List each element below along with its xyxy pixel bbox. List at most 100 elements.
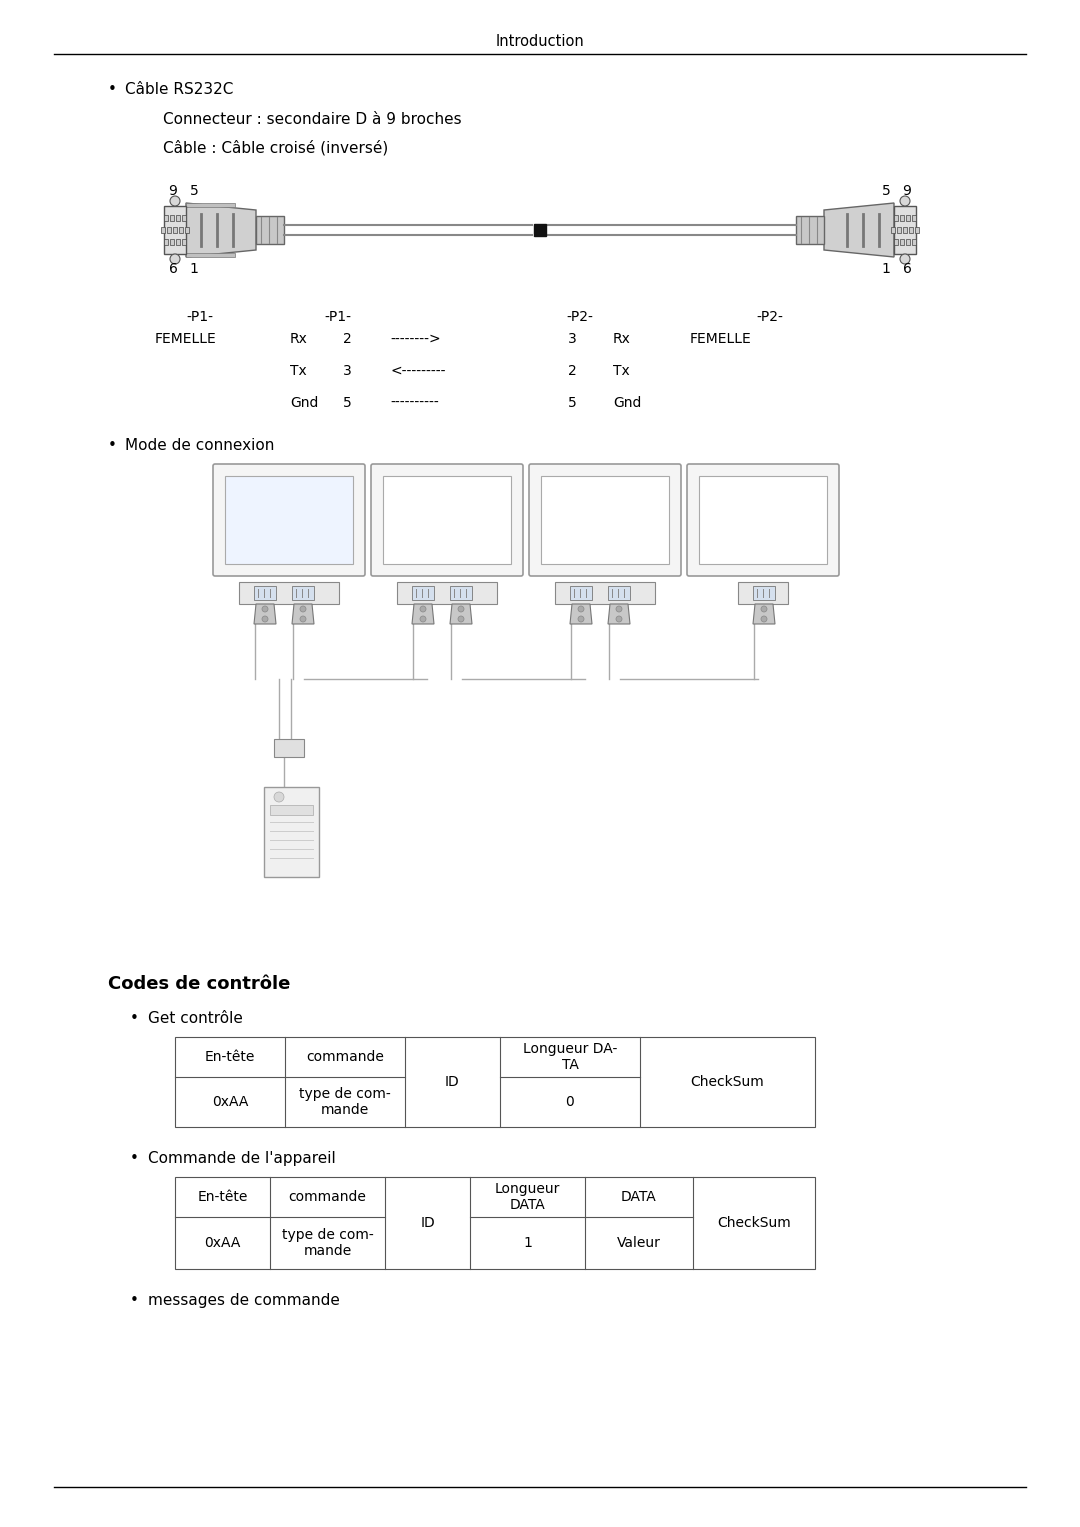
Text: CheckSum: CheckSum xyxy=(717,1215,791,1231)
Text: messages de commande: messages de commande xyxy=(148,1293,340,1309)
Bar xyxy=(274,739,303,757)
Circle shape xyxy=(900,195,910,206)
Bar xyxy=(903,228,907,234)
Bar xyxy=(164,206,186,253)
Text: Tx: Tx xyxy=(613,363,630,379)
Bar xyxy=(738,582,788,605)
FancyBboxPatch shape xyxy=(529,464,681,576)
Circle shape xyxy=(578,606,584,612)
Bar xyxy=(383,476,511,563)
Text: FEMELLE: FEMELLE xyxy=(690,331,752,347)
Text: 5: 5 xyxy=(568,395,577,411)
Bar xyxy=(173,228,177,234)
Polygon shape xyxy=(411,605,434,625)
Circle shape xyxy=(761,606,767,612)
Text: En-tête: En-tête xyxy=(198,1190,247,1203)
Polygon shape xyxy=(450,605,472,625)
Circle shape xyxy=(420,606,426,612)
Text: 6: 6 xyxy=(168,263,177,276)
Bar xyxy=(397,582,497,605)
Circle shape xyxy=(274,793,284,802)
Text: -------->: --------> xyxy=(390,331,441,347)
Text: -P1-: -P1- xyxy=(187,310,214,324)
Text: 3: 3 xyxy=(568,331,577,347)
Text: Tx: Tx xyxy=(291,363,307,379)
Bar xyxy=(176,240,180,244)
Bar xyxy=(179,228,183,234)
Bar xyxy=(912,215,916,221)
Text: ----------: ---------- xyxy=(390,395,438,411)
Polygon shape xyxy=(254,605,276,625)
Text: 9: 9 xyxy=(903,183,912,199)
Bar xyxy=(915,228,919,234)
Text: 3: 3 xyxy=(343,363,352,379)
Bar xyxy=(170,240,174,244)
Text: •: • xyxy=(130,1293,139,1309)
Circle shape xyxy=(420,615,426,621)
Text: 1: 1 xyxy=(881,263,890,276)
Bar xyxy=(167,228,171,234)
Text: Câble RS232C: Câble RS232C xyxy=(125,82,233,98)
Text: -P2-: -P2- xyxy=(757,310,783,324)
Text: Gnd: Gnd xyxy=(291,395,319,411)
Polygon shape xyxy=(753,605,775,625)
FancyBboxPatch shape xyxy=(213,464,365,576)
Text: 5: 5 xyxy=(343,395,352,411)
Circle shape xyxy=(761,615,767,621)
Text: 0xAA: 0xAA xyxy=(212,1095,248,1109)
Text: commande: commande xyxy=(288,1190,366,1203)
Text: commande: commande xyxy=(306,1051,383,1064)
Text: CheckSum: CheckSum xyxy=(690,1075,765,1089)
Bar xyxy=(175,1177,815,1269)
Bar xyxy=(541,476,669,563)
Polygon shape xyxy=(570,605,592,625)
Polygon shape xyxy=(608,605,630,625)
Bar xyxy=(900,240,904,244)
Text: type de com-
mande: type de com- mande xyxy=(299,1087,391,1118)
Bar xyxy=(894,215,897,221)
Bar xyxy=(225,476,353,563)
Bar xyxy=(570,586,592,600)
Text: Rx: Rx xyxy=(613,331,631,347)
Bar xyxy=(164,240,168,244)
Text: 1: 1 xyxy=(190,263,199,276)
Bar xyxy=(753,586,775,600)
Bar xyxy=(450,586,472,600)
Text: Câble : Câble croisé (inversé): Câble : Câble croisé (inversé) xyxy=(163,140,388,156)
Bar xyxy=(897,228,901,234)
Bar xyxy=(170,215,174,221)
FancyBboxPatch shape xyxy=(372,464,523,576)
Text: En-tête: En-tête xyxy=(205,1051,255,1064)
Text: Valeur: Valeur xyxy=(617,1235,661,1251)
Circle shape xyxy=(458,615,464,621)
Bar xyxy=(254,586,276,600)
Bar xyxy=(900,215,904,221)
Circle shape xyxy=(458,606,464,612)
Text: 0: 0 xyxy=(566,1095,575,1109)
Bar xyxy=(185,228,189,234)
Polygon shape xyxy=(824,203,894,257)
Bar xyxy=(256,215,284,244)
Bar xyxy=(796,215,824,244)
Bar xyxy=(894,240,897,244)
Text: Longueur
DATA: Longueur DATA xyxy=(495,1182,561,1212)
Text: FEMELLE: FEMELLE xyxy=(156,331,217,347)
Bar xyxy=(176,215,180,221)
Text: 9: 9 xyxy=(168,183,177,199)
Bar xyxy=(912,240,916,244)
Text: 5: 5 xyxy=(190,183,199,199)
Text: ID: ID xyxy=(445,1075,460,1089)
Circle shape xyxy=(900,253,910,264)
Bar xyxy=(608,586,630,600)
Bar xyxy=(264,786,319,876)
Text: Introduction: Introduction xyxy=(496,35,584,49)
Text: •: • xyxy=(130,1011,139,1026)
Bar xyxy=(175,1037,815,1127)
Circle shape xyxy=(578,615,584,621)
Bar xyxy=(161,228,165,234)
Text: 1: 1 xyxy=(523,1235,532,1251)
Bar xyxy=(270,805,313,815)
Circle shape xyxy=(170,195,180,206)
Text: 2: 2 xyxy=(568,363,577,379)
Bar xyxy=(906,240,910,244)
